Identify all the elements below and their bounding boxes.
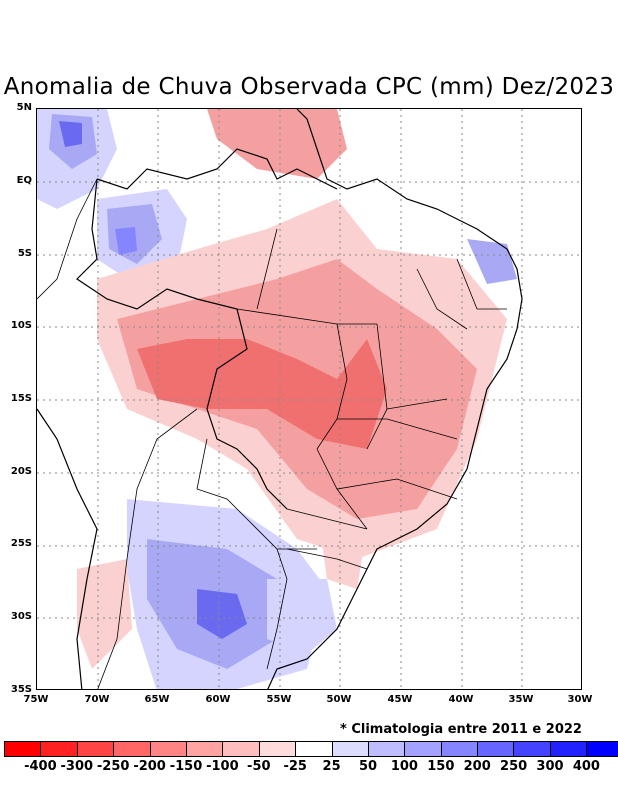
colorbar-swatch-7 (259, 742, 297, 756)
colorbar-swatch-10 (368, 742, 406, 756)
colorbar-swatch-1 (41, 742, 78, 756)
colorbar-swatch-2 (77, 742, 115, 756)
lon-label-75w: 75W (23, 694, 49, 705)
lat-label-15s: 15S (10, 393, 32, 404)
colorbar-swatch-8 (296, 742, 333, 756)
state-borders (236, 228, 507, 570)
lon-label-40w: 40W (448, 694, 474, 705)
lon-label-65w: 65W (144, 694, 170, 705)
political-borders (37, 109, 523, 689)
dry-area-central-strong (137, 339, 387, 449)
colorbar-label-10: 100 (390, 759, 418, 774)
lat-label-30s: 30S (10, 611, 32, 622)
colorbar-swatch-15 (550, 742, 588, 756)
lon-label-35w: 35W (508, 694, 534, 705)
colorbar-label-11: 150 (427, 759, 455, 774)
lon-label-60w: 60W (205, 694, 231, 705)
map-frame (36, 108, 582, 690)
lat-label-5s: 5S (17, 248, 32, 259)
colorbar-label-8: 25 (322, 759, 341, 774)
colorbar-label-0: -400 (24, 759, 57, 774)
south-america-borders (37, 178, 317, 689)
colorbar-swatch-13 (478, 742, 515, 756)
lat-label-eq: EQ (16, 175, 32, 186)
colorbar-label-5: -100 (206, 759, 239, 774)
colorbar-label-3: -200 (133, 759, 166, 774)
colorbar-label-14: 300 (536, 759, 564, 774)
colorbar-label-15: 400 (572, 759, 600, 774)
anomaly-fields (37, 109, 517, 689)
lat-label-20s: 20S (10, 466, 32, 477)
colorbar-swatch-3 (114, 742, 151, 756)
anomaly-map (37, 109, 581, 689)
dry-area-north (207, 109, 347, 179)
colorbar-label-4: -150 (169, 759, 203, 774)
dry-area-argentina (77, 559, 132, 669)
map-title: Anomalia de Chuva Observada CPC (mm) Dez… (3, 74, 615, 100)
wet-area-northeast (467, 239, 517, 284)
climatology-note: * Climatologia entre 2011 e 2022 (340, 722, 582, 737)
colorbar-swatch-11 (405, 742, 442, 756)
colorbar-swatch-16 (587, 742, 618, 756)
wet-area-uruguay (267, 579, 337, 654)
colorbar-label-6: -50 (247, 759, 271, 774)
grid-lines (37, 109, 581, 689)
colorbar-swatch-0 (5, 742, 42, 756)
colorbar-swatch-9 (332, 742, 369, 756)
lat-label-5n: 5N (16, 102, 32, 113)
continent-coastline (37, 109, 523, 689)
wet-area-south-strong (197, 589, 247, 639)
lat-label-35s: 35S (10, 684, 32, 695)
colorbar-label-2: -250 (96, 759, 130, 774)
colorbar-swatch-4 (150, 742, 187, 756)
lon-label-50w: 50W (326, 694, 352, 705)
colorbar-swatch-14 (514, 742, 551, 756)
lon-label-30w: 30W (567, 694, 593, 705)
dry-area-south-coast (317, 509, 367, 589)
wet-area-amazon-peak (115, 227, 137, 255)
lat-label-25s: 25S (10, 538, 32, 549)
colorbar-swatch-12 (441, 742, 479, 756)
lat-label-10s: 10S (10, 320, 32, 331)
colorbar-label-13: 250 (500, 759, 528, 774)
lon-label-70w: 70W (84, 694, 110, 705)
colorbar-label-9: 50 (358, 759, 378, 774)
colorbar-label-1: -300 (60, 759, 94, 774)
colorbar (4, 741, 618, 757)
colorbar-swatch-6 (223, 742, 260, 756)
colorbar-label-7: -25 (283, 759, 307, 774)
lon-label-55w: 55W (266, 694, 292, 705)
colorbar-label-12: 200 (463, 759, 491, 774)
lon-label-45w: 45W (387, 694, 413, 705)
colorbar-swatch-5 (186, 742, 224, 756)
wet-area-northwest-peak (59, 121, 82, 147)
